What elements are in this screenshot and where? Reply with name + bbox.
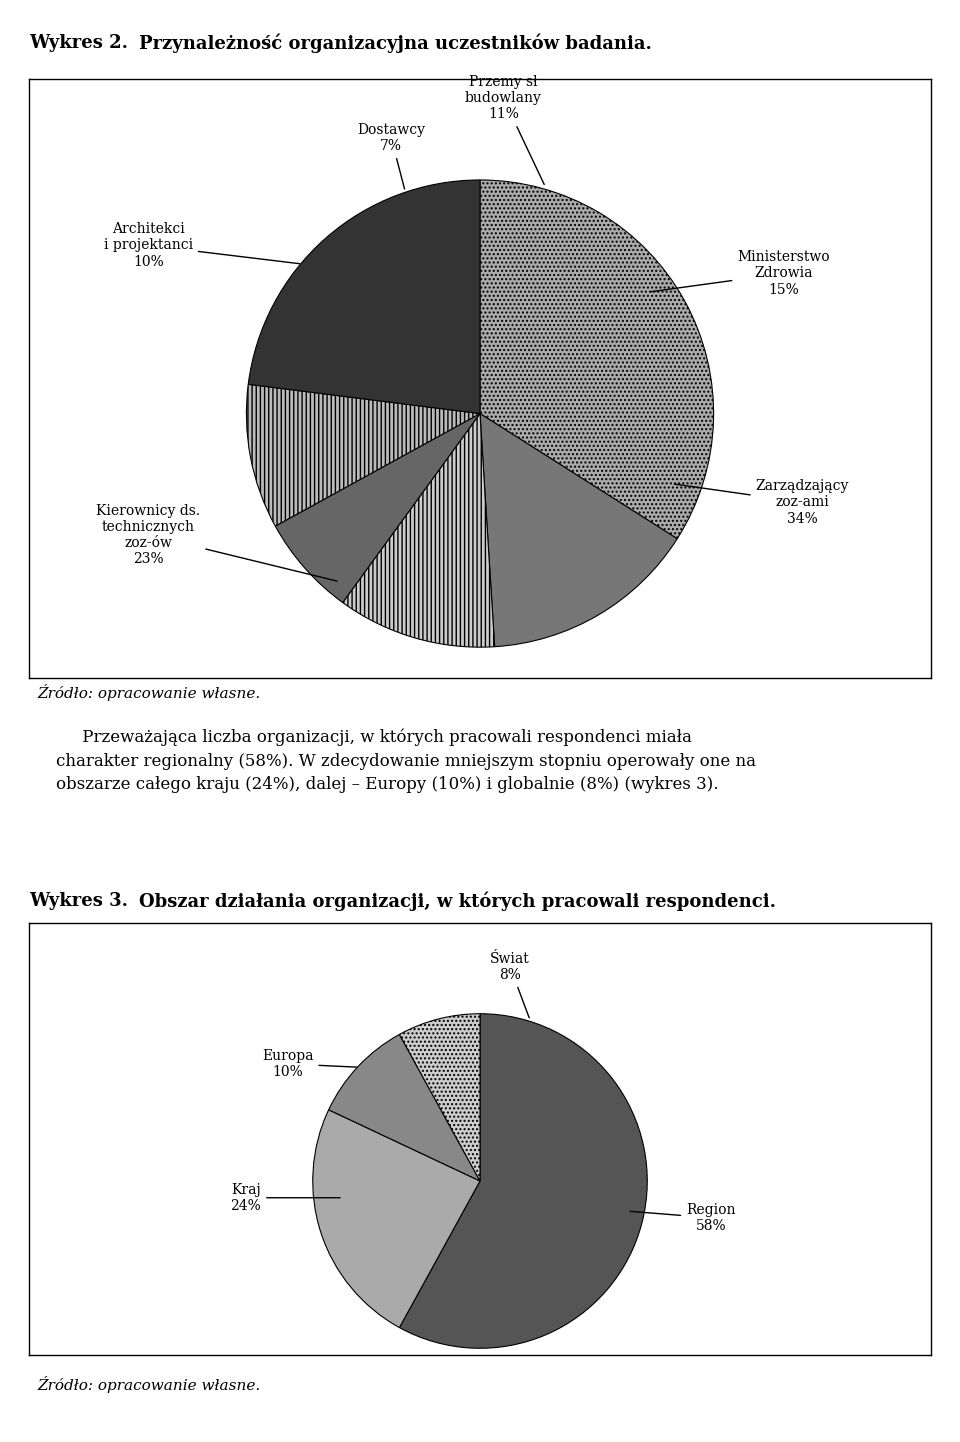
Text: Źródło: opracowanie własne.: Źródło: opracowanie własne.: [37, 684, 261, 701]
Text: Ministerstwo
Zdrowia
15%: Ministerstwo Zdrowia 15%: [651, 251, 830, 297]
Text: Kraj
24%: Kraj 24%: [230, 1182, 340, 1213]
Text: Region
58%: Region 58%: [630, 1203, 735, 1233]
Text: Świat
8%: Świat 8%: [491, 952, 530, 1018]
Text: Zarządzający
zoz-ami
34%: Zarządzający zoz-ami 34%: [674, 479, 849, 525]
Text: Wykres 2.: Wykres 2.: [29, 35, 128, 52]
Wedge shape: [328, 1034, 480, 1181]
Wedge shape: [399, 1014, 480, 1181]
Text: Źródło: opracowanie własne.: Źródło: opracowanie własne.: [37, 1376, 261, 1393]
Wedge shape: [247, 384, 480, 526]
Text: Przemy sł
budowlany
11%: Przemy sł budowlany 11%: [465, 75, 544, 185]
Text: Obszar działania organizacji, w których pracowali respondenci.: Obszar działania organizacji, w których …: [139, 891, 777, 911]
Text: Europa
10%: Europa 10%: [262, 1048, 357, 1079]
Text: Przynależność organizacyjna uczestników badania.: Przynależność organizacyjna uczestników …: [139, 33, 652, 53]
Text: Dostawcy
7%: Dostawcy 7%: [357, 123, 425, 189]
Text: Przeważająca liczba organizacji, w których pracowali respondenci miała
charakter: Przeważająca liczba organizacji, w który…: [56, 728, 756, 793]
Text: Architekci
i projektanci
10%: Architekci i projektanci 10%: [104, 222, 300, 268]
Wedge shape: [399, 1014, 647, 1348]
Text: Kierownicy ds.
technicznych
zoz-ów
23%: Kierownicy ds. technicznych zoz-ów 23%: [96, 503, 337, 581]
Wedge shape: [276, 414, 480, 603]
Wedge shape: [249, 180, 480, 414]
Text: Wykres 3.: Wykres 3.: [29, 893, 128, 910]
Wedge shape: [480, 414, 677, 646]
Wedge shape: [480, 180, 713, 539]
Wedge shape: [343, 414, 494, 647]
Wedge shape: [313, 1110, 480, 1328]
